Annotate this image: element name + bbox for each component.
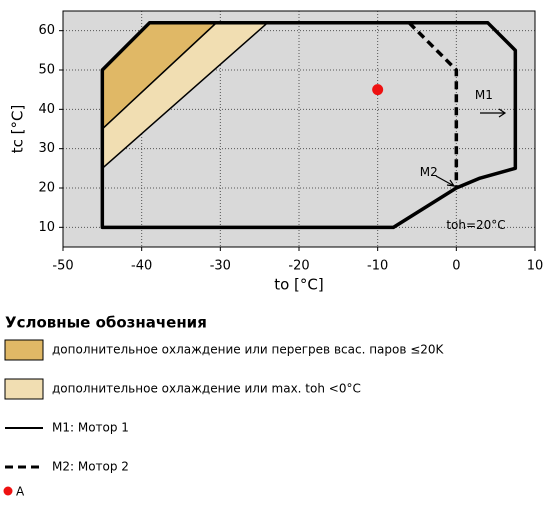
y-axis-label: tc [°C] — [9, 105, 27, 154]
annotation: M1 — [475, 88, 493, 102]
dashed-envelope — [407, 21, 459, 188]
x-tick-label: 0 — [452, 259, 460, 274]
x-tick-label: 10 — [527, 259, 544, 274]
y-tick-label: 60 — [38, 23, 55, 38]
legend-label: дополнительное охлаждение или перегрев в… — [52, 343, 445, 357]
y-tick-label: 40 — [38, 102, 55, 117]
arrow — [480, 108, 507, 118]
legend: дополнительное охлаждение или перегрев в… — [3, 339, 445, 499]
y-tick-label: 30 — [38, 141, 55, 156]
x-axis-label: to [°C] — [274, 276, 324, 294]
legend-label: M2: Мотор 2 — [52, 460, 129, 474]
annotation: toh=20°C — [446, 218, 505, 232]
x-tick-label: -20 — [288, 259, 309, 274]
plot-frame — [62, 10, 536, 248]
annotation: M2 — [420, 165, 438, 179]
legend-title: Условные обозначения — [5, 314, 207, 332]
x-tick-label: -50 — [52, 259, 73, 274]
point — [372, 84, 384, 96]
legend-label: A — [16, 485, 25, 499]
x-tick-label: -30 — [210, 259, 231, 274]
y-tick-label: 50 — [38, 63, 55, 78]
legend-label: M1: Мотор 1 — [52, 421, 129, 435]
legend-swatch — [3, 486, 13, 496]
legend-swatch — [4, 339, 44, 361]
arrow — [435, 175, 456, 187]
envelope — [100, 21, 518, 230]
legend-label: дополнительное охлаждение или max. toh <… — [52, 382, 361, 396]
y-tick-label: 20 — [38, 181, 55, 196]
legend-swatch — [4, 378, 44, 400]
x-tick-label: -40 — [131, 259, 152, 274]
x-tick-label: -10 — [367, 259, 388, 274]
y-tick-label: 10 — [38, 220, 55, 235]
plot-area: -50 -40 -30 -20 -10 0 10 10 20 30 40 50 60 M1 M2 toh=20… — [38, 10, 544, 274]
